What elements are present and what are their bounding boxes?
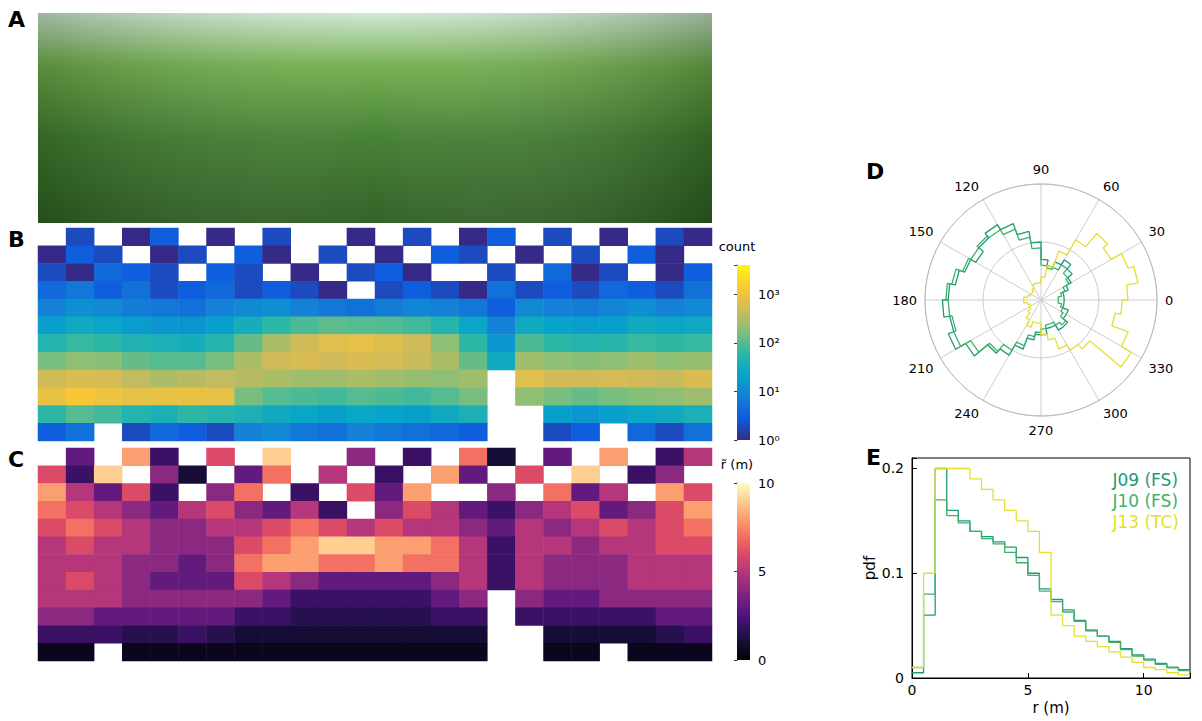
svg-text:60: 60 xyxy=(1103,179,1120,194)
svg-text:0: 0 xyxy=(908,682,917,698)
svg-text:120: 120 xyxy=(954,179,979,194)
svg-text:r̃ (m): r̃ (m) xyxy=(721,457,753,472)
svg-text:300: 300 xyxy=(1103,406,1128,421)
svg-text:10: 10 xyxy=(758,476,775,491)
svg-text:J10 (FS): J10 (FS) xyxy=(1111,491,1178,511)
svg-text:0.1: 0.1 xyxy=(882,565,904,581)
svg-text:E: E xyxy=(866,445,881,470)
svg-text:r (m): r (m) xyxy=(1032,699,1069,717)
svg-text:10²: 10² xyxy=(758,335,780,350)
svg-text:330: 330 xyxy=(1148,361,1173,376)
svg-text:210: 210 xyxy=(909,361,934,376)
svg-text:5: 5 xyxy=(1023,682,1032,698)
svg-text:10¹: 10¹ xyxy=(758,384,780,399)
svg-text:J13 (TC): J13 (TC) xyxy=(1111,512,1179,532)
svg-text:0: 0 xyxy=(758,653,766,668)
svg-text:240: 240 xyxy=(954,406,979,421)
svg-text:0.2: 0.2 xyxy=(882,460,904,476)
svg-text:B: B xyxy=(8,227,25,252)
svg-text:10³: 10³ xyxy=(758,287,780,302)
svg-text:pdf: pdf xyxy=(861,555,879,580)
svg-text:C: C xyxy=(8,447,24,472)
svg-text:count: count xyxy=(719,239,756,254)
svg-text:A: A xyxy=(8,7,25,32)
svg-text:5: 5 xyxy=(758,564,766,579)
svg-text:30: 30 xyxy=(1148,224,1165,239)
svg-text:270: 270 xyxy=(1029,423,1054,438)
svg-text:J09 (FS): J09 (FS) xyxy=(1111,470,1178,490)
svg-text:150: 150 xyxy=(909,224,934,239)
svg-text:90: 90 xyxy=(1033,162,1050,177)
svg-text:D: D xyxy=(866,159,884,184)
svg-text:10⁰: 10⁰ xyxy=(758,433,780,448)
svg-text:180: 180 xyxy=(892,293,917,308)
svg-text:0: 0 xyxy=(1165,293,1173,308)
svg-text:10: 10 xyxy=(1135,682,1153,698)
svg-text:0: 0 xyxy=(895,670,904,686)
